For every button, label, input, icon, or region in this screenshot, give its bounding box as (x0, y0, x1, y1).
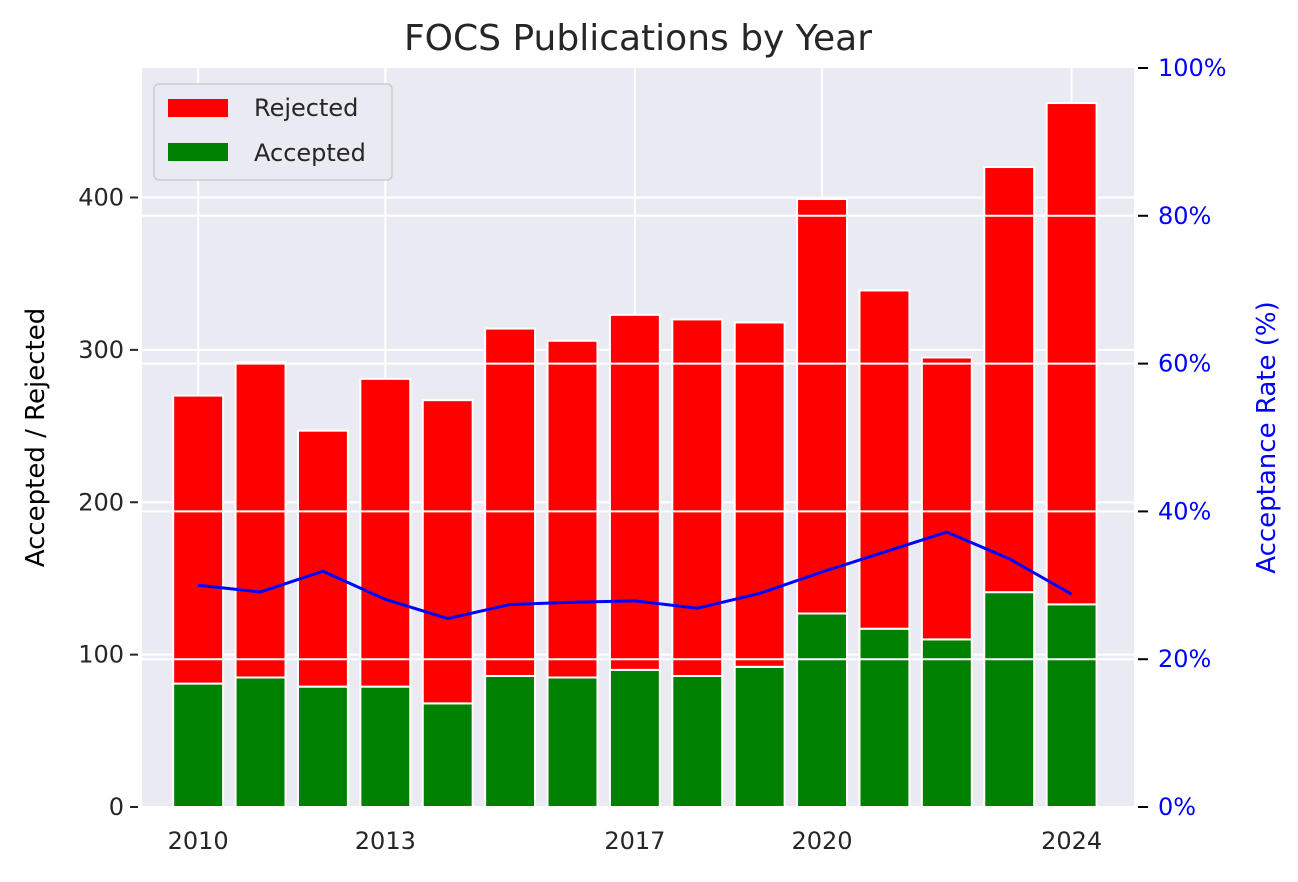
y2tick-label-60: 60% (1158, 350, 1211, 378)
bar-rejected-2015 (484, 327, 537, 677)
y2tick-label-80: 80% (1158, 202, 1211, 230)
bar-accepted-2013 (359, 685, 412, 809)
bar-rejected-2019 (733, 321, 786, 668)
xtick-label-2010: 2010 (168, 827, 229, 855)
acceptance-rate-points (198, 532, 1072, 619)
chart-title: FOCS Publications by Year (404, 18, 872, 59)
bar-accepted-2010 (172, 682, 225, 809)
ytick-label-0: 0 (109, 793, 124, 821)
legend: Rejected Accepted (153, 83, 393, 181)
y2tick-label-40: 40% (1158, 497, 1211, 525)
bar-rejected-2011 (234, 361, 287, 679)
bar-rejected-2014 (421, 399, 474, 705)
y2-axis-label: Acceptance Rate (%) (1252, 301, 1282, 573)
ytick-label-200: 200 (78, 488, 124, 516)
y2tick-label-100: 100% (1158, 54, 1227, 82)
bar-rejected-2018 (671, 318, 724, 677)
bar-accepted-2011 (234, 676, 287, 809)
bar-accepted-2020 (796, 612, 849, 808)
bar-rejected-2022 (920, 356, 973, 641)
ytick-label-400: 400 (78, 184, 124, 212)
xtick-label-2017: 2017 (604, 827, 665, 855)
legend-swatch-rejected (168, 99, 228, 117)
xtick-label-2020: 2020 (792, 827, 853, 855)
right-grid (142, 214, 1134, 661)
ytick-label-300: 300 (78, 336, 124, 364)
bar-rejected-2012 (296, 429, 349, 688)
legend-label-accepted: Accepted (254, 139, 366, 167)
bar-accepted-2016 (546, 676, 599, 809)
bar-accepted-2019 (733, 665, 786, 808)
bars (172, 102, 1098, 809)
bar-rejected-2010 (172, 394, 225, 685)
bar-accepted-2022 (920, 638, 973, 808)
bar-accepted-2024 (1045, 603, 1098, 808)
bar-rejected-2021 (858, 289, 911, 630)
bar-rejected-2016 (546, 339, 599, 679)
xtick-label-2013: 2013 (355, 827, 416, 855)
legend-swatch-accepted (168, 143, 228, 161)
bar-rejected-2023 (983, 166, 1036, 594)
ticks: 0 100 200 300 400 0% 20% 40% 60% 80% 100% 2010 2013 2… (78, 54, 1226, 855)
y2tick-label-0: 0% (1158, 793, 1196, 821)
bar-rejected-2017 (608, 313, 661, 671)
bar-accepted-2018 (671, 674, 724, 808)
bar-rejected-2020 (796, 198, 849, 615)
bar-rejected-2024 (1045, 102, 1098, 606)
bar-accepted-2021 (858, 627, 911, 808)
bar-accepted-2014 (421, 702, 474, 809)
bar-accepted-2017 (608, 668, 661, 808)
bar-accepted-2015 (484, 674, 537, 808)
y-axis-label: Accepted / Rejected (21, 308, 51, 568)
xtick-label-2024: 2024 (1041, 827, 1102, 855)
bar-rejected-2013 (359, 377, 412, 688)
bar-accepted-2023 (983, 591, 1036, 808)
bar-accepted-2012 (296, 685, 349, 809)
ytick-label-100: 100 (78, 641, 124, 669)
legend-label-rejected: Rejected (254, 94, 358, 122)
y2tick-label-20: 20% (1158, 645, 1211, 673)
